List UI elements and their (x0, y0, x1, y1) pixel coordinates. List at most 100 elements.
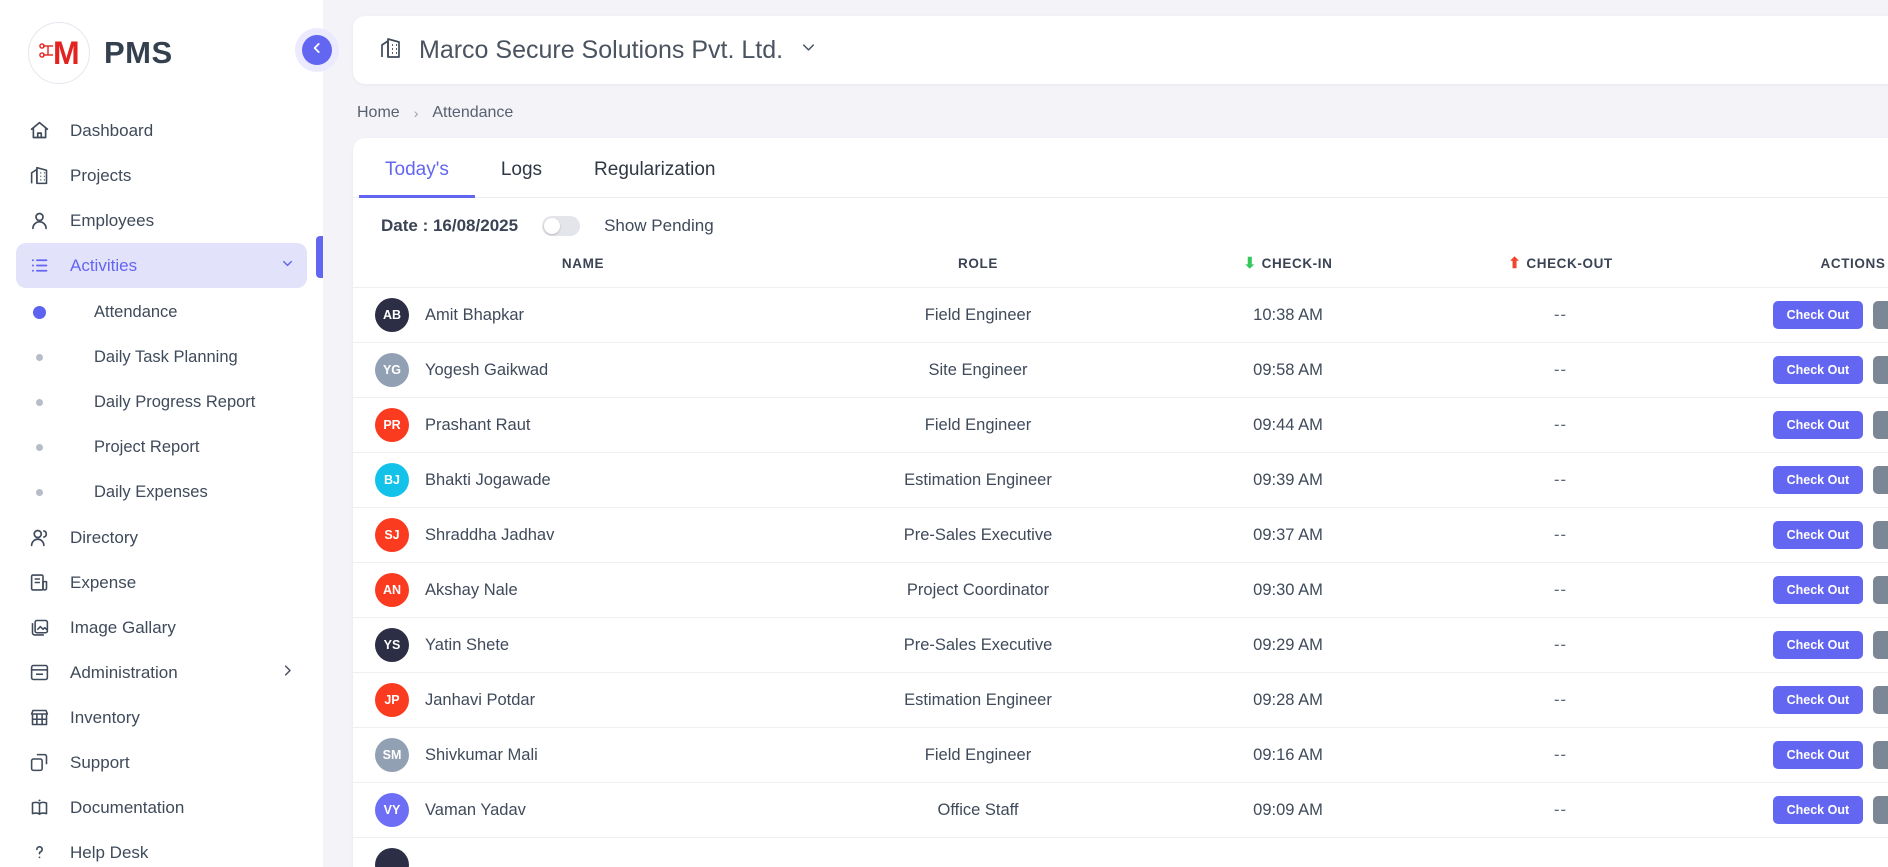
sidebar-item-label: Help Desk (70, 842, 149, 862)
sidebar-item-employees[interactable]: Employees (16, 198, 307, 243)
employee-name: Vaman Yadav (425, 800, 526, 819)
sidebar: M PMS Dashboard (0, 0, 323, 867)
cell-role: Estimation Engineer (904, 690, 1052, 709)
table-row[interactable]: AB Amit Bhapkar Field Engineer 10:38 AM -- Ch… (353, 287, 1888, 343)
archive-icon (28, 662, 50, 684)
table-row[interactable]: JP Janhavi Potdar Estimation Engineer 09:28… (353, 672, 1888, 728)
sidebar-subitem-attendance[interactable]: Attendance (16, 290, 307, 335)
table-row[interactable]: AN Akshay Nale Project Coordinator 09:30 AM… (353, 562, 1888, 618)
check-out-button[interactable]: Check Out (1772, 741, 1864, 769)
row-avatar: SJ (375, 518, 409, 552)
show-pending-toggle[interactable] (542, 216, 581, 236)
cell-role: Estimation Engineer (904, 470, 1052, 489)
chevron-down-icon[interactable] (799, 38, 818, 62)
sidebar-subitem-daily-task-planning[interactable]: Daily Task Planning (16, 335, 307, 380)
column-header-name[interactable]: NAME (353, 250, 813, 288)
table-row[interactable]: BJ Bhakti Jogawade Estimation Engineer 09:3… (353, 452, 1888, 508)
chevron-down-icon (280, 256, 295, 276)
table-row[interactable] (353, 837, 1888, 867)
cell-name (353, 838, 813, 867)
column-header-check-in[interactable]: ⬇ CHECK-IN (1143, 250, 1433, 288)
sidebar-item-projects[interactable]: Projects (16, 153, 307, 198)
check-out-button[interactable]: Check Out (1772, 411, 1864, 439)
check-out-button[interactable]: Check Out (1772, 631, 1864, 659)
cell-name: BJ Bhakti Jogawade (353, 453, 813, 508)
employee-name: Shraddha Jadhav (425, 525, 555, 544)
cell-actions: Check Out View (1688, 398, 1888, 453)
view-button[interactable]: View (1873, 796, 1888, 824)
building-icon (379, 36, 403, 65)
column-header-role[interactable]: ROLE (813, 250, 1143, 288)
check-out-button[interactable]: Check Out (1772, 576, 1864, 604)
view-button[interactable]: View (1873, 301, 1888, 329)
check-out-button[interactable]: Check Out (1772, 356, 1864, 384)
cell-actions: Check Out View (1688, 563, 1888, 618)
sidebar-item-expense[interactable]: Expense (16, 560, 307, 605)
view-button[interactable]: View (1873, 466, 1888, 494)
column-header-check-out[interactable]: ⬆ CHECK-OUT (1433, 250, 1688, 288)
cell-check-in: 09:44 AM (1253, 415, 1323, 434)
check-out-button[interactable]: Check Out (1772, 466, 1864, 494)
sidebar-item-image-gallary[interactable]: Image Gallary (16, 605, 307, 650)
table-row[interactable]: SM Shivkumar Mali Field Engineer 09:16 AM --… (353, 727, 1888, 783)
show-pending-label: Show Pending (604, 216, 714, 235)
view-button[interactable]: View (1873, 741, 1888, 769)
sidebar-item-dashboard[interactable]: Dashboard (16, 108, 307, 153)
check-out-button[interactable]: Check Out (1772, 686, 1864, 714)
row-avatar: YS (375, 628, 409, 662)
cell-check-out: -- (1554, 745, 1567, 764)
view-button[interactable]: View (1873, 576, 1888, 604)
breadcrumb-home[interactable]: Home (357, 104, 400, 121)
sidebar-item-support[interactable]: Support (16, 740, 307, 785)
cell-check-in (1143, 838, 1433, 867)
sidebar-item-help-desk[interactable]: Help Desk (16, 830, 307, 867)
sidebar-subitem-project-report[interactable]: Project Report (16, 425, 307, 470)
sidebar-item-label: Directory (70, 527, 139, 547)
view-button[interactable]: View (1873, 631, 1888, 659)
sidebar-item-inventory[interactable]: Inventory (16, 695, 307, 740)
table-row[interactable]: PR Prashant Raut Field Engineer 09:44 AM -- C… (353, 397, 1888, 453)
view-button[interactable]: View (1873, 521, 1888, 549)
sidebar-item-directory[interactable]: Directory (16, 515, 307, 560)
employee-name: Yatin Shete (425, 635, 510, 654)
cell-check-out: -- (1554, 635, 1567, 654)
table-row[interactable]: YS Yatin Shete Pre-Sales Executive 09:29 AM… (353, 617, 1888, 673)
sidebar-subitem-daily-progress-report[interactable]: Daily Progress Report (16, 380, 307, 425)
date-filter[interactable]: Date : 16/08/2025 (381, 216, 518, 236)
check-out-button[interactable]: Check Out (1772, 796, 1864, 824)
cell-role: Office Staff (937, 800, 1019, 819)
table-row[interactable]: VY Vaman Yadav Office Staff 09:09 AM -- Check… (353, 782, 1888, 838)
table-row[interactable]: SJ Shraddha Jadhav Pre-Sales Executive 09:3… (353, 507, 1888, 563)
tab-todays[interactable]: Today's (359, 139, 475, 198)
sidebar-item-documentation[interactable]: Documentation (16, 785, 307, 830)
cell-name: YS Yatin Shete (353, 618, 813, 673)
sidebar-item-label: Dashboard (70, 120, 154, 140)
view-button[interactable]: View (1873, 356, 1888, 384)
cell-check-out: -- (1554, 360, 1567, 379)
check-out-button[interactable]: Check Out (1772, 521, 1864, 549)
row-avatar: PR (375, 408, 409, 442)
tab-regularization[interactable]: Regularization (594, 159, 716, 180)
sidebar-item-administration[interactable]: Administration (16, 650, 307, 695)
sidebar-item-label: Documentation (70, 797, 185, 817)
cell-role: Site Engineer (928, 360, 1028, 379)
tab-logs[interactable]: Logs (500, 159, 543, 180)
sidebar-item-activities[interactable]: Activities (16, 243, 307, 288)
sidebar-subitem-daily-expenses[interactable]: Daily Expenses (16, 470, 307, 515)
cell-name: YG Yogesh Gaikwad (353, 343, 813, 398)
view-button[interactable]: View (1873, 686, 1888, 714)
sidebar-collapse-button[interactable] (302, 35, 332, 65)
cell-check-in: 09:09 AM (1253, 800, 1323, 819)
row-avatar: AN (375, 573, 409, 607)
view-button[interactable]: View (1873, 411, 1888, 439)
receipt-icon (28, 572, 50, 594)
cell-role (813, 838, 1143, 867)
cell-name: AN Akshay Nale (353, 563, 813, 618)
cell-name: PR Prashant Raut (353, 398, 813, 453)
check-out-button[interactable]: Check Out (1772, 301, 1864, 329)
org-switcher[interactable]: Marco Secure Solutions Pvt. Ltd. (379, 36, 818, 65)
bullet-icon (28, 354, 50, 361)
bullet-icon (28, 489, 50, 496)
table-row[interactable]: YG Yogesh Gaikwad Site Engineer 09:58 AM -- C… (353, 342, 1888, 398)
